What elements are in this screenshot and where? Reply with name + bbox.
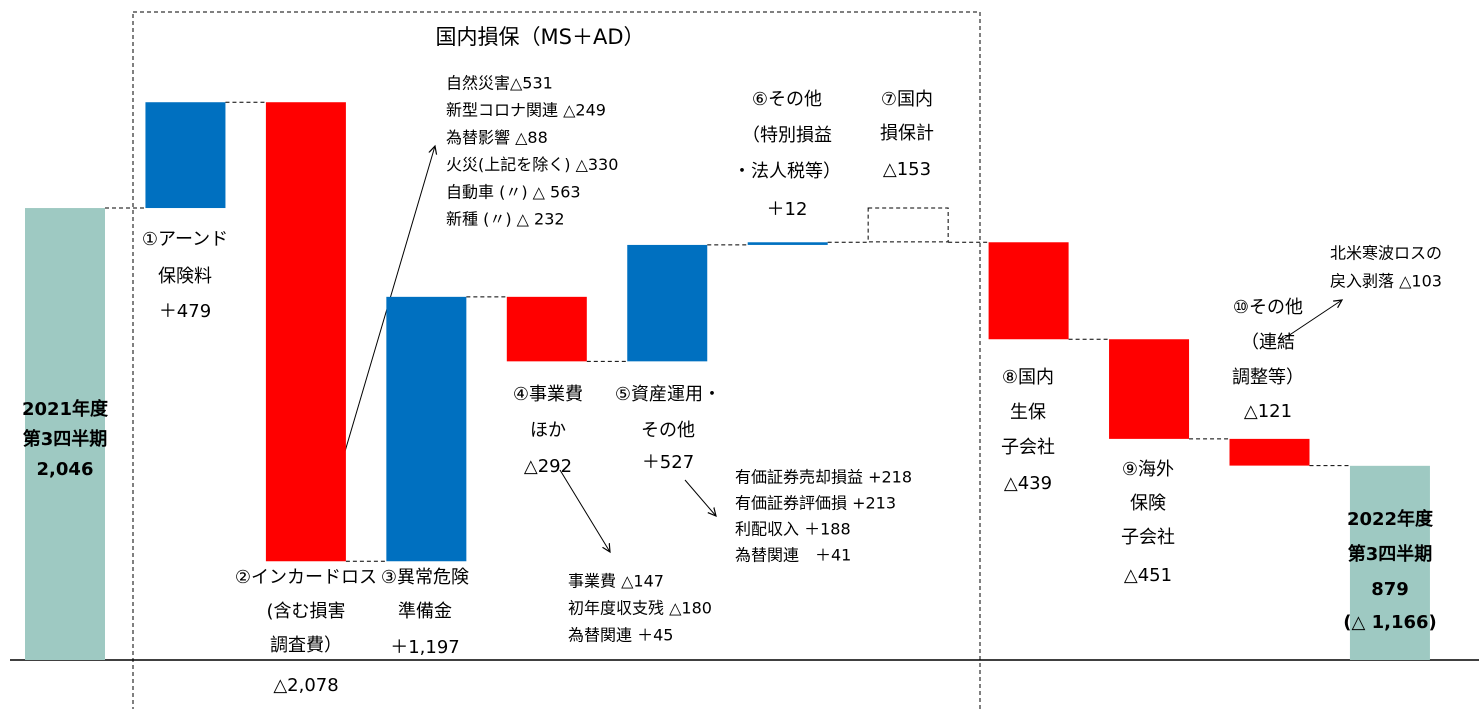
end-note: (△ 1,166) (1343, 612, 1437, 633)
category-label: 調整等） (1232, 367, 1304, 388)
annotation: 有価証券売却損益 +218 (735, 468, 912, 487)
arrow (684, 479, 716, 516)
category-label: ほか (530, 420, 566, 441)
annotation: 自動車 (〃) △ 563 (446, 182, 581, 201)
bar (867, 207, 949, 243)
annotation: 利配収入 ＋188 (735, 520, 851, 539)
category-label: 2022年度 (1347, 508, 1434, 530)
category-label: ⑨海外 (1122, 459, 1174, 480)
annotation: 北米寒波ロスの (1330, 244, 1442, 263)
category-label: ⑥その他 (752, 89, 822, 110)
bar (265, 102, 346, 562)
category-label: 子会社 (1121, 527, 1175, 548)
value-label: 2,046 (37, 459, 94, 480)
annotation: 有価証券評価損 +213 (735, 494, 896, 513)
value-label: ＋12 (767, 199, 808, 220)
annotation: 戻入剥落 △103 (1330, 272, 1442, 291)
category-label: 子会社 (1001, 437, 1055, 458)
bar (747, 242, 828, 245)
category-label: 損保計 (880, 123, 934, 144)
arrow (559, 469, 610, 552)
group-box (132, 11, 981, 713)
category-label: (含む損害 (266, 601, 345, 622)
bar (1229, 438, 1310, 466)
category-label: 生保 (1010, 402, 1046, 423)
category-label: ④事業費 (513, 384, 583, 405)
category-label: 保険 (1130, 493, 1166, 514)
bar (1109, 339, 1190, 439)
arrow (1281, 300, 1342, 341)
annotation: 新型コロナ関連 △249 (446, 101, 606, 120)
value-label: ＋479 (159, 301, 211, 322)
value-label: △439 (1004, 473, 1052, 494)
category-label: ・法人税等） (733, 161, 841, 182)
annotations: 自然災害△531 新型コロナ関連 △249 為替影響 △88 火災(上記を除く) △3… (446, 74, 1442, 645)
category-label: 調査費） (270, 635, 342, 656)
bar (1349, 465, 1430, 660)
category-label: ⑤資産運用・ (615, 384, 721, 405)
category-label: 2021年度 (22, 398, 109, 420)
bar (506, 296, 587, 362)
chart-title: 国内損保（MS＋AD） (436, 25, 645, 49)
annotation: 初年度収支残 △180 (568, 599, 712, 618)
annotation: 新種 (〃) △ 232 (446, 210, 565, 229)
annotation: 事業費 △147 (568, 572, 664, 591)
value-label: △451 (1124, 565, 1172, 586)
category-label: 準備金 (398, 601, 452, 622)
category-label: ①アーンド (142, 229, 228, 250)
bar (386, 296, 467, 562)
value-label: 879 (1371, 579, 1409, 600)
annotation: 為替関連 ＋41 (735, 546, 851, 565)
annotation: 自然災害△531 (446, 74, 553, 93)
value-label: △153 (883, 159, 931, 180)
bar (145, 102, 226, 209)
value-label: △121 (1244, 401, 1292, 422)
value-label: ＋1,197 (390, 637, 460, 658)
category-label: 保険料 (158, 266, 212, 287)
bar (627, 244, 708, 362)
category-label: （特別損益 (742, 125, 832, 146)
category-label: 第3四半期 (23, 428, 108, 450)
annotation: 火災(上記を除く) △330 (446, 155, 618, 174)
bar (25, 208, 105, 660)
category-label: ⑧国内 (1002, 367, 1054, 388)
category-label: ⑦国内 (881, 89, 933, 110)
bar (988, 242, 1069, 340)
category-label: （連結 (1241, 332, 1295, 353)
category-label: その他 (641, 420, 695, 441)
annotation: 為替影響 △88 (446, 128, 548, 147)
annotation: 為替関連 ＋45 (568, 626, 673, 645)
category-label: ⑩その他 (1233, 297, 1303, 318)
category-label: ②インカードロス (235, 567, 377, 588)
value-label: △2,078 (273, 675, 338, 696)
value-label: △292 (524, 456, 572, 477)
value-label: ＋527 (642, 452, 694, 473)
category-label: 第3四半期 (1348, 543, 1433, 565)
category-label: ③異常危険 (381, 567, 469, 588)
